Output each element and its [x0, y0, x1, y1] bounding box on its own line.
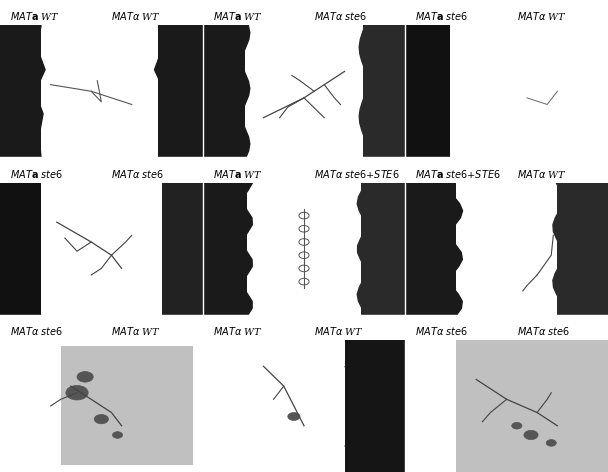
Text: $MAT\alpha$ $ste6$: $MAT\alpha$ $ste6$ — [314, 10, 367, 22]
Circle shape — [288, 413, 300, 421]
Text: $MAT\alpha$ WT: $MAT\alpha$ WT — [213, 325, 263, 337]
Circle shape — [66, 386, 88, 400]
Text: $MAT\mathbf{a}$ $ste6$+$STE6$: $MAT\mathbf{a}$ $ste6$+$STE6$ — [415, 168, 501, 180]
FancyBboxPatch shape — [61, 346, 193, 465]
Text: $MAT\alpha$ WT: $MAT\alpha$ WT — [517, 10, 567, 22]
FancyBboxPatch shape — [345, 340, 406, 472]
FancyBboxPatch shape — [162, 183, 202, 315]
FancyBboxPatch shape — [202, 25, 245, 157]
Circle shape — [512, 422, 522, 429]
Text: $MAT\mathbf{a}$ $ste6$: $MAT\mathbf{a}$ $ste6$ — [415, 10, 469, 22]
FancyBboxPatch shape — [361, 183, 406, 315]
FancyBboxPatch shape — [558, 183, 608, 315]
Text: $MAT\mathbf{a}$ WT: $MAT\mathbf{a}$ WT — [213, 10, 263, 22]
Circle shape — [524, 430, 538, 439]
Circle shape — [94, 414, 108, 424]
Circle shape — [77, 371, 93, 382]
Text: $MAT\alpha$ $ste6$: $MAT\alpha$ $ste6$ — [415, 325, 468, 337]
FancyBboxPatch shape — [456, 340, 608, 472]
Text: $MAT\mathbf{a}$ WT: $MAT\mathbf{a}$ WT — [213, 168, 263, 180]
Circle shape — [112, 432, 123, 438]
Text: $MAT\alpha$ $ste6$: $MAT\alpha$ $ste6$ — [517, 325, 570, 337]
Text: $MAT\alpha$ WT: $MAT\alpha$ WT — [111, 325, 161, 337]
Text: $MAT\mathbf{a}$ $ste6$: $MAT\mathbf{a}$ $ste6$ — [10, 168, 63, 180]
Text: $MAT\alpha$ WT: $MAT\alpha$ WT — [111, 10, 161, 22]
Text: $MAT\alpha$ WT: $MAT\alpha$ WT — [517, 168, 567, 180]
Text: $MAT\mathbf{a}$ WT: $MAT\mathbf{a}$ WT — [10, 10, 60, 22]
Text: $MAT\alpha$ $ste6$+$STE6$: $MAT\alpha$ $ste6$+$STE6$ — [314, 168, 400, 180]
Text: $MAT\alpha$ $ste6$: $MAT\alpha$ $ste6$ — [111, 168, 164, 180]
Text: $MAT\alpha$ WT: $MAT\alpha$ WT — [314, 325, 364, 337]
Text: $MAT\alpha$ $ste6$: $MAT\alpha$ $ste6$ — [10, 325, 63, 337]
Circle shape — [546, 439, 556, 446]
FancyBboxPatch shape — [202, 183, 247, 315]
FancyBboxPatch shape — [0, 183, 41, 315]
FancyBboxPatch shape — [406, 25, 450, 157]
FancyBboxPatch shape — [406, 183, 456, 315]
FancyBboxPatch shape — [158, 25, 202, 157]
FancyBboxPatch shape — [0, 25, 41, 157]
FancyBboxPatch shape — [363, 25, 406, 157]
